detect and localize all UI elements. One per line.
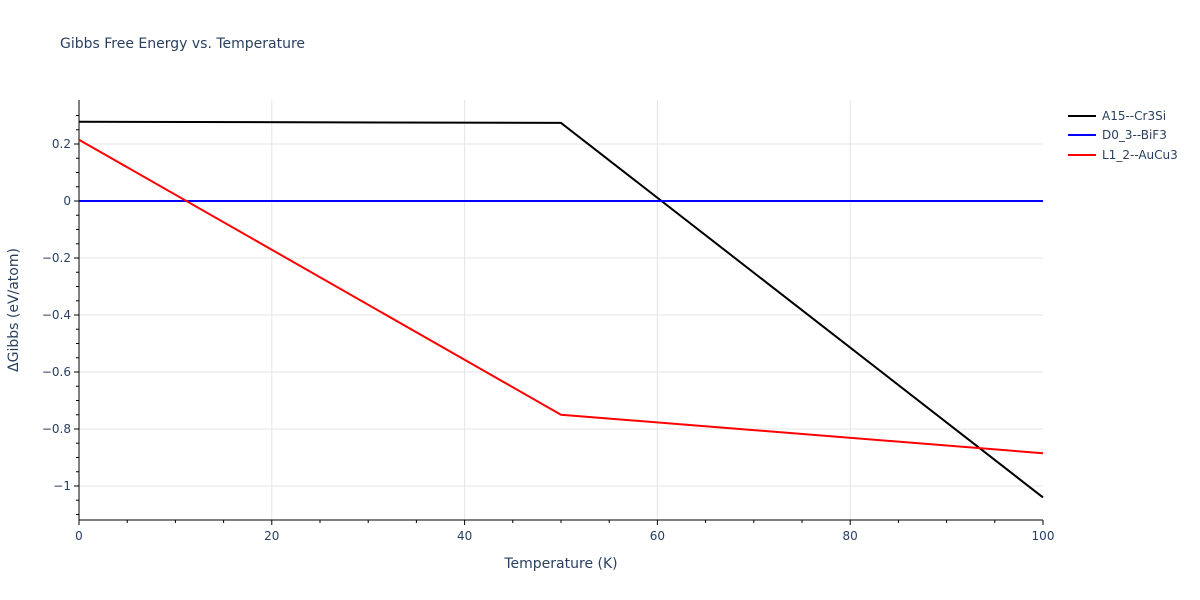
legend-item-d0-3[interactable]: D0_3--BiF3 [1068, 126, 1178, 146]
y-tick-label: −1 [53, 479, 71, 493]
legend: A15--Cr3Si D0_3--BiF3 L1_2--AuCu3 [1068, 106, 1178, 165]
y-axis-title: ΔGibbs (eV/atom) [6, 248, 22, 372]
x-tick-label: 40 [457, 529, 472, 543]
x-tick-label: 0 [75, 529, 83, 543]
legend-label: D0_3--BiF3 [1102, 128, 1167, 143]
legend-swatch-icon [1068, 134, 1096, 137]
legend-swatch-icon [1068, 153, 1096, 156]
legend-swatch-icon [1068, 114, 1096, 117]
y-tick-label: −0.6 [42, 365, 71, 379]
legend-label: A15--Cr3Si [1102, 108, 1167, 123]
series-line-a15-cr3si[interactable] [78, 120, 1044, 499]
x-axis-title: Temperature (K) [503, 556, 617, 572]
legend-item-l1-2[interactable]: L1_2--AuCu3 [1068, 145, 1178, 165]
x-tick-label: 100 [1032, 529, 1055, 543]
x-tick-label: 60 [650, 529, 665, 543]
legend-item-a15[interactable]: A15--Cr3Si [1068, 106, 1178, 126]
x-tick-label: 20 [264, 529, 279, 543]
y-tick-label: −0.8 [42, 422, 71, 436]
legend-label: L1_2--AuCu3 [1102, 147, 1178, 162]
y-tick-label: 0.2 [52, 137, 71, 151]
chart-title: Gibbs Free Energy vs. Temperature [60, 36, 306, 52]
y-tick-label: −0.2 [42, 251, 71, 265]
series-line-l1-2-aucu3[interactable] [78, 138, 1044, 455]
y-tick-label: 0 [63, 194, 71, 208]
x-tick-label: 80 [843, 529, 858, 543]
y-tick-label: −0.4 [42, 308, 71, 322]
